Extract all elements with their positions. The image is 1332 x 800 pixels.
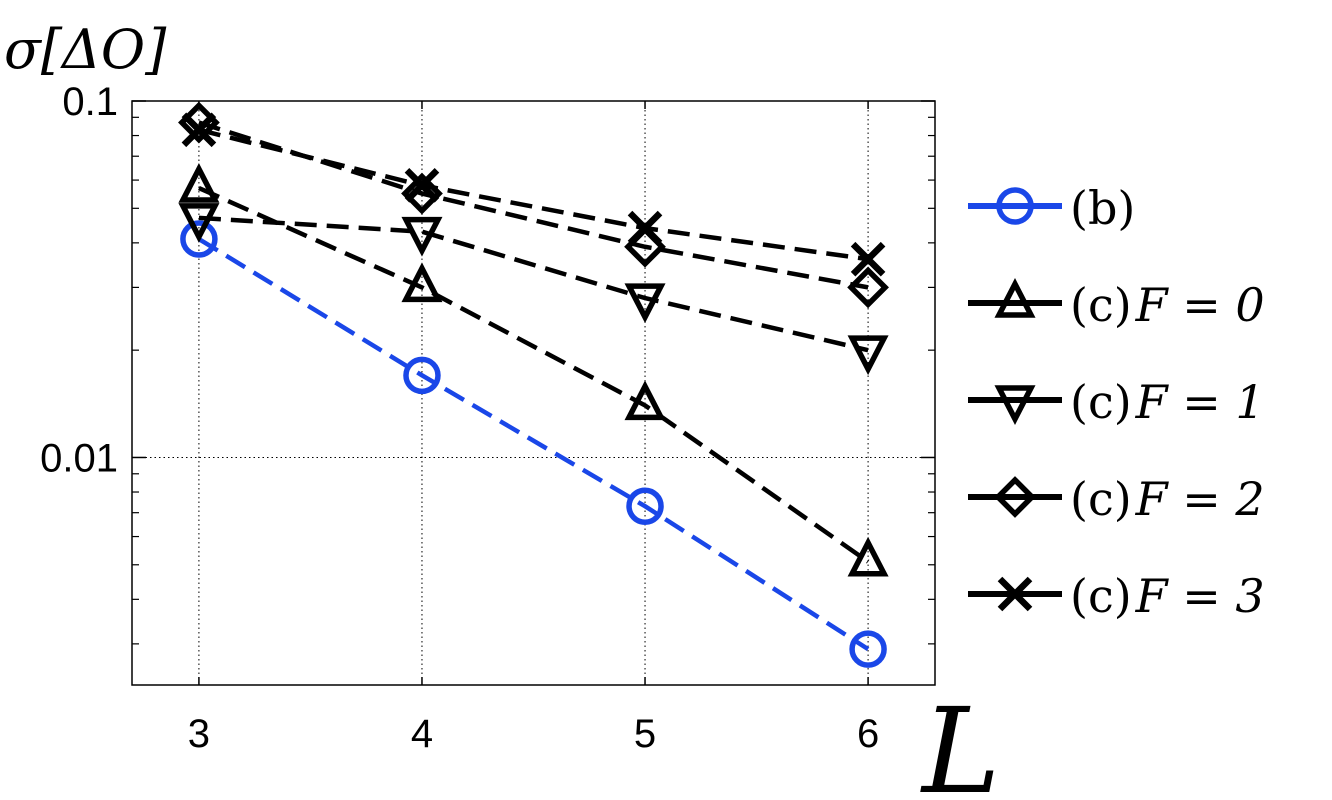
data-point-circle [849, 630, 887, 668]
data-point-triangle-up [847, 536, 889, 577]
legend-label: (c)F = 1 [1070, 375, 1265, 429]
series-c-f1 [178, 203, 889, 376]
data-point-diamond [847, 266, 889, 309]
legend-item: (c)F = 0 [968, 278, 1265, 332]
data-point-cross [627, 210, 663, 246]
legend-label-paren: (b) [1070, 181, 1135, 235]
y-tick-label: 0.01 [40, 436, 118, 480]
legend-item: (c)F = 3 [968, 569, 1265, 623]
data-point-triangle-up [624, 380, 666, 421]
data-point-triangle-up [401, 262, 443, 303]
series-c-f0 [178, 163, 889, 577]
axis-ticks [132, 100, 935, 685]
y-tick-label: 0.1 [62, 80, 118, 124]
legend-label-rest: F = 2 [1135, 472, 1265, 526]
series-line [198, 185, 870, 564]
legend-marker-triangle-down-icon [994, 385, 1036, 425]
legend-marker-triangle-up-icon [994, 278, 1036, 318]
data-point-cross [850, 241, 886, 277]
legend: (b)(c)F = 0(c)F = 1(c)F = 2(c)F = 3 [968, 181, 1265, 623]
grid [132, 101, 935, 685]
legend-item: (c)F = 1 [968, 375, 1265, 429]
series-c-f2 [178, 101, 889, 309]
legend-label-paren: (c) [1070, 278, 1132, 332]
legend-marker-diamond-icon [994, 476, 1036, 518]
series-c-f3 [181, 112, 886, 277]
x-axis-title: L [920, 682, 1000, 800]
series-line [198, 127, 869, 262]
legend-marker-circle-icon [996, 187, 1034, 225]
legend-label-paren: (c) [1070, 472, 1132, 526]
data-point-cross [404, 168, 440, 203]
x-tick-label: 4 [411, 712, 433, 756]
legend-item: (c)F = 2 [968, 472, 1265, 526]
series-b [180, 220, 887, 668]
series-layer [178, 101, 889, 668]
data-point-triangle-down [401, 216, 443, 257]
series-line [197, 237, 870, 652]
data-point-cross [181, 112, 217, 148]
tick-labels: 3 4 5 6 0.1 0.01 [40, 80, 879, 756]
data-point-circle [180, 220, 218, 258]
x-tick-label: 6 [857, 712, 879, 756]
data-point-circle [626, 487, 664, 525]
legend-label: (c)F = 0 [1070, 278, 1265, 332]
legend-label-rest: F = 0 [1135, 278, 1265, 332]
legend-item: (b) [968, 181, 1135, 235]
data-point-triangle-down [847, 335, 889, 376]
legend-label-rest: F = 3 [1135, 569, 1265, 623]
plot-frame [131, 100, 936, 686]
x-tick-label: 3 [188, 712, 210, 756]
x-tick-label: 5 [634, 712, 656, 756]
data-point-triangle-down [178, 203, 220, 243]
y-axis-title: σ[ΔO] [4, 18, 167, 81]
legend-label: (c)F = 3 [1070, 569, 1265, 623]
data-point-triangle-down [624, 283, 666, 324]
legend-label: (c)F = 2 [1070, 472, 1265, 526]
legend-marker-cross-icon [997, 576, 1033, 612]
legend-label-rest: F = 1 [1135, 375, 1265, 429]
legend-label: (b) [1070, 181, 1135, 235]
data-point-circle [403, 356, 441, 395]
series-line [198, 215, 869, 353]
data-point-triangle-up [178, 163, 220, 203]
legend-label-paren: (c) [1070, 569, 1132, 623]
legend-label-paren: (c) [1070, 375, 1132, 429]
